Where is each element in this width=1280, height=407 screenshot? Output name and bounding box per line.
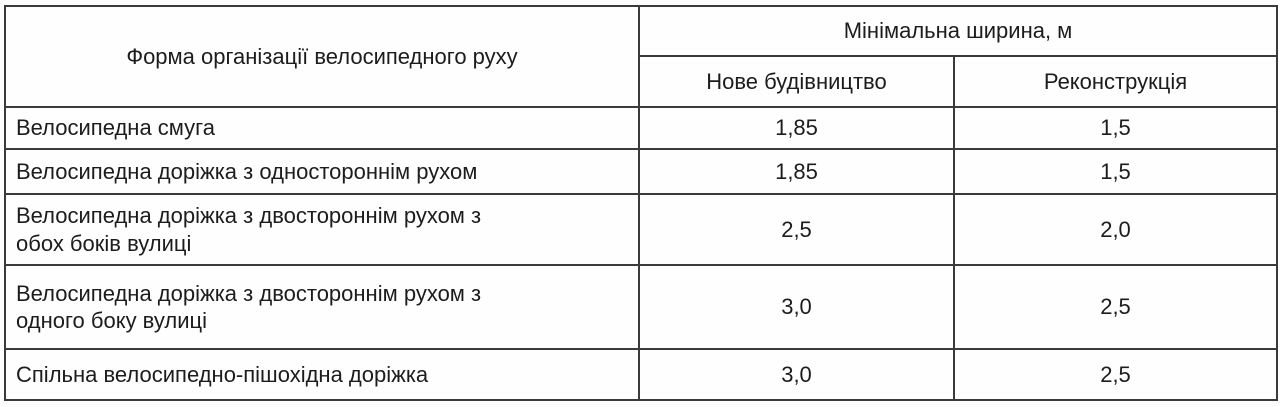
- value-new-construction: 3,0: [638, 264, 955, 350]
- value-new-construction: 3,0: [638, 348, 955, 401]
- column-header-min-width-group: Мінімальна ширина, м: [637, 5, 1279, 57]
- value-new-construction: 2,5: [638, 193, 955, 266]
- min-width-table: Форма організації велосипедного руху Мін…: [4, 5, 1279, 401]
- value-new-construction: 1,85: [638, 148, 955, 195]
- value-reconstruction: 2,5: [952, 348, 1279, 401]
- column-header-new-construction: Нове будівництво: [638, 55, 955, 108]
- header-row-group: Форма організації велосипедного руху Мін…: [4, 5, 1279, 108]
- row-label: Велосипедна доріжка з двостороннім рухом…: [4, 193, 640, 266]
- row-label: Спільна велосипедно-пішохідна доріжка: [4, 348, 640, 401]
- value-new-construction: 1,85: [638, 106, 955, 150]
- row-label: Велосипедна доріжка з двостороннім рухом…: [4, 264, 640, 350]
- table-container: Форма організації велосипедного руху Мін…: [4, 5, 1279, 401]
- value-reconstruction: 2,5: [952, 264, 1279, 350]
- table-row: Спільна велосипедно-пішохідна доріжка 3,…: [4, 348, 1279, 401]
- table-header: Форма організації велосипедного руху Мін…: [4, 5, 1279, 108]
- header-row-sub: Нове будівництво Реконструкція: [5, 55, 1279, 108]
- table-row: Велосипедна смуга 1,85 1,5: [4, 106, 1279, 150]
- value-reconstruction: 2,0: [952, 193, 1279, 266]
- row-label: Велосипедна доріжка з одностороннім рухо…: [4, 148, 640, 195]
- table-row: Велосипедна доріжка з двостороннім рухом…: [4, 193, 1279, 266]
- column-header-form: Форма організації велосипедного руху: [4, 5, 640, 108]
- table-row: Велосипедна доріжка з двостороннім рухом…: [4, 264, 1279, 350]
- column-header-reconstruction: Реконструкція: [952, 55, 1279, 108]
- value-reconstruction: 1,5: [952, 148, 1279, 195]
- table-body: Велосипедна смуга 1,85 1,5 Велосипедна д…: [4, 106, 1279, 401]
- table-row: Велосипедна доріжка з одностороннім рухо…: [4, 148, 1279, 195]
- row-label: Велосипедна смуга: [4, 106, 640, 150]
- value-reconstruction: 1,5: [952, 106, 1279, 150]
